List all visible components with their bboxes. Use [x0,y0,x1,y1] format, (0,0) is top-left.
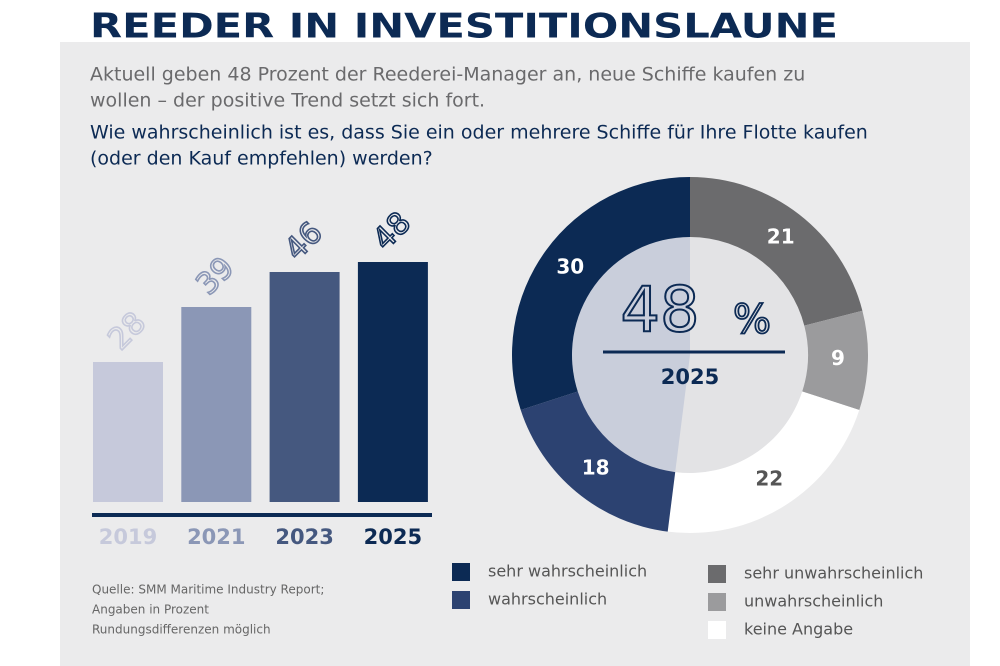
center-value: 48 [621,273,700,346]
legend-swatch [452,563,470,581]
donut-segment [520,391,676,532]
question: Wie wahrscheinlich ist es, dass Sie ein … [90,122,868,144]
source: Angaben in Prozent [92,603,209,617]
source: Rundungsdifferenzen möglich [92,623,271,637]
donut-segment [667,391,860,533]
legend-swatch [708,565,726,583]
segment-label: 22 [755,466,783,490]
center-year: 2025 [661,365,719,389]
donut-segment [690,177,863,326]
bar [93,362,163,502]
center-unit: % [733,297,771,343]
x-tick-label: 2019 [99,525,157,549]
x-tick-label: 2021 [187,525,245,549]
subtitle: Aktuell geben 48 Prozent der Reederei-Ma… [90,64,805,86]
legend-label: sehr wahrscheinlich [488,562,647,581]
legend-label: wahrscheinlich [488,590,607,609]
question: (oder den Kauf empfehlen) werden? [90,148,433,170]
subtitle: wollen – der positive Trend setzt sich f… [90,90,485,112]
donut-segment [511,177,690,411]
title: REEDER IN INVESTITIONSLAUNE [90,7,838,47]
bar [181,307,252,502]
segment-label: 30 [556,255,584,279]
segment-label: 9 [831,346,845,370]
legend-swatch [452,591,470,609]
legend-label: keine Angabe [744,620,853,639]
legend-label: unwahrscheinlich [744,592,883,611]
bar [357,262,428,502]
inner-share [571,237,690,473]
source: Quelle: SMM Maritime Industry Report; [92,583,324,597]
donut-segment [802,310,868,411]
x-tick-label: 2023 [275,525,333,549]
bar [269,272,340,502]
segment-label: 18 [582,456,610,480]
legend-swatch [708,593,726,611]
x-tick-label: 2025 [364,525,422,549]
legend-label: sehr unwahrscheinlich [744,564,923,583]
segment-label: 21 [767,225,795,249]
legend-swatch [708,621,726,639]
